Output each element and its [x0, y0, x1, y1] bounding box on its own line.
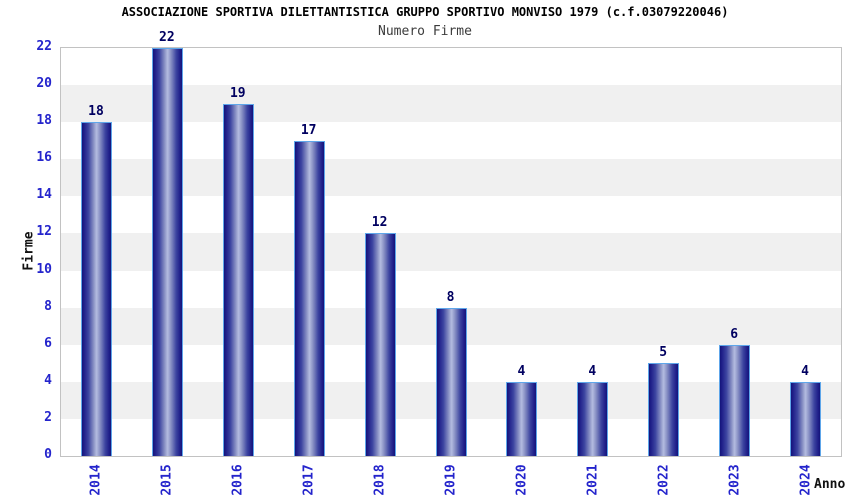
- bar-2017: [293, 141, 325, 456]
- x-tick-label: 2018: [372, 464, 388, 496]
- y-tick-label: 18: [36, 113, 52, 129]
- y-tick-label: 14: [36, 187, 52, 203]
- x-tick-label: 2021: [585, 464, 601, 496]
- bar-value-label: 5: [659, 345, 668, 360]
- grid-band: [61, 270, 841, 308]
- bar-value-label: 22: [159, 30, 175, 45]
- y-tick-label: 22: [36, 39, 52, 54]
- y-tick-label: 4: [44, 372, 52, 388]
- bar-value-label: 18: [88, 104, 104, 119]
- bar-2014: [80, 122, 112, 456]
- y-tick-label: 10: [36, 261, 52, 277]
- y-tick-label: 16: [36, 150, 52, 166]
- x-tick-label: 2015: [159, 464, 175, 496]
- chart-subtitle: Numero Firme: [378, 24, 472, 39]
- grid-band: [61, 85, 841, 123]
- x-tick-label: 2016: [230, 464, 246, 496]
- bar-value-label: 6: [730, 327, 739, 342]
- bar-value-label: 12: [371, 215, 388, 230]
- x-tick-label: 2014: [88, 464, 104, 496]
- y-tick-label: 0: [44, 447, 52, 462]
- bar-2015: [151, 48, 183, 456]
- bar-2020: [506, 382, 538, 456]
- bar-value-label: 19: [229, 86, 246, 101]
- y-tick-label: 8: [44, 298, 52, 314]
- grid-band: [61, 48, 841, 86]
- y-tick-label: 12: [36, 224, 52, 240]
- bar-value-label: 8: [446, 290, 455, 305]
- x-tick-label: 2020: [514, 464, 530, 496]
- bar-value-label: 4: [801, 364, 809, 379]
- bar-value-label: 4: [588, 364, 597, 379]
- grid-band: [61, 159, 841, 197]
- y-tick-label: 2: [44, 409, 52, 425]
- bar-value-label: 4: [517, 364, 526, 379]
- bar-value-label: 17: [300, 123, 317, 138]
- x-tick-label: 2017: [301, 464, 317, 496]
- grid-band: [61, 122, 841, 160]
- x-tick-label: 2024: [798, 464, 814, 496]
- bar-2024: [790, 382, 822, 456]
- bar-2022: [648, 363, 680, 456]
- x-tick-label: 2022: [656, 464, 672, 496]
- grid-band: [61, 196, 841, 234]
- plot-area: [60, 47, 842, 457]
- chart-title: ASSOCIAZIONE SPORTIVA DILETTANTISTICA GR…: [121, 5, 729, 19]
- bar-2021: [577, 382, 609, 456]
- bar-2019: [435, 308, 467, 456]
- x-axis-label: Anno: [814, 477, 846, 492]
- y-tick-label: 6: [44, 335, 52, 351]
- x-tick-label: 2023: [727, 464, 743, 496]
- x-tick-label: 2019: [443, 464, 459, 496]
- y-tick-label: 20: [36, 76, 52, 92]
- bar-2023: [719, 345, 751, 456]
- bar-2016: [222, 104, 254, 456]
- bar-2018: [364, 233, 396, 456]
- grid-band: [61, 233, 841, 271]
